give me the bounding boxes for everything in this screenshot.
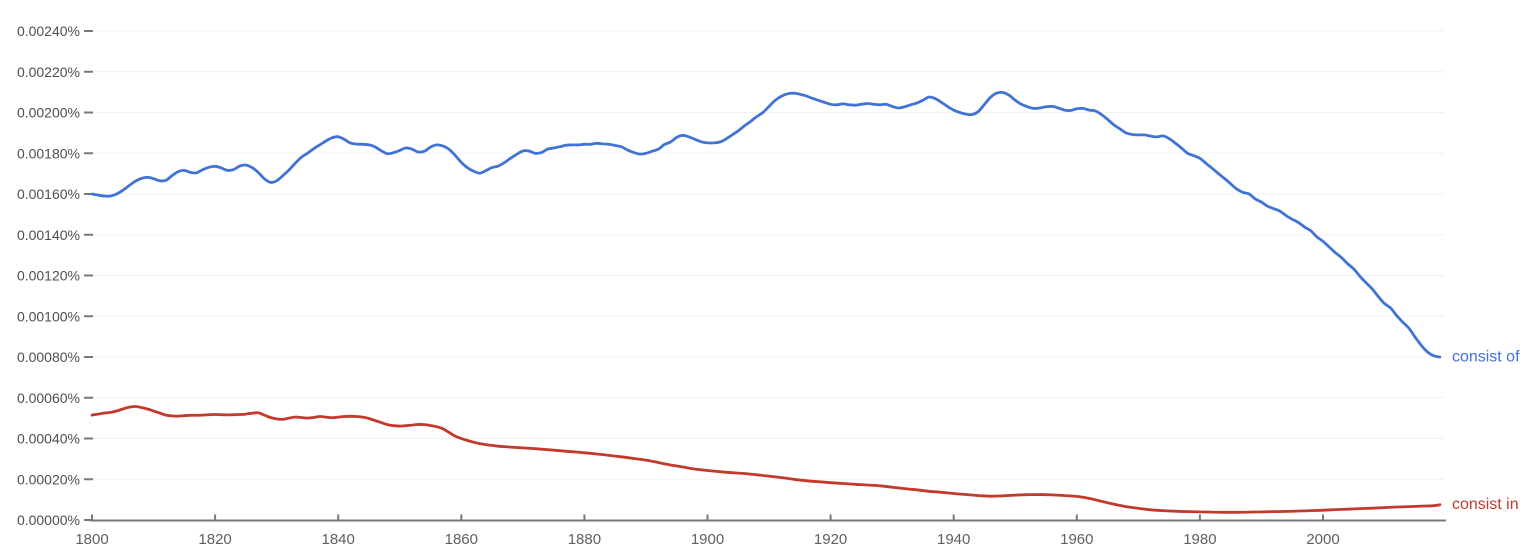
y-tick-label: 0.00040% (17, 431, 80, 447)
y-tick-label: 0.00200% (17, 105, 80, 121)
x-tick-label: 1880 (568, 531, 601, 548)
y-tick-label: 0.00220% (17, 64, 80, 80)
x-tick-label: 1960 (1060, 531, 1093, 548)
y-tick-label: 0.00240% (17, 23, 80, 39)
y-tick-label: 0.00120% (17, 268, 80, 284)
x-tick-label: 1820 (198, 531, 231, 548)
x-tick-label: 1800 (75, 531, 108, 548)
x-tick-label: 1840 (322, 531, 355, 548)
y-tick-label: 0.00000% (17, 512, 80, 528)
y-tick-label: 0.00080% (17, 349, 80, 365)
x-tick-label: 2000 (1306, 531, 1339, 548)
series-label-consist-in[interactable]: consist in (1452, 496, 1519, 513)
y-tick-label: 0.00100% (17, 308, 80, 324)
y-tick-label: 0.00160% (17, 186, 80, 202)
y-tick-label: 0.00060% (17, 390, 80, 406)
x-tick-label: 1980 (1183, 531, 1216, 548)
series-line-consist-of[interactable] (90, 90, 1442, 359)
series-line-consist-in[interactable] (90, 405, 1442, 514)
series-label-consist-of[interactable]: consist of (1452, 349, 1520, 366)
y-tick-label: 0.00140% (17, 227, 80, 243)
x-tick-label: 1940 (937, 531, 970, 548)
y-tick-label: 0.00180% (17, 145, 80, 161)
y-tick-label: 0.00020% (17, 471, 80, 487)
x-tick-label: 1860 (445, 531, 478, 548)
x-tick-label: 1900 (691, 531, 724, 548)
x-tick-label: 1920 (814, 531, 847, 548)
